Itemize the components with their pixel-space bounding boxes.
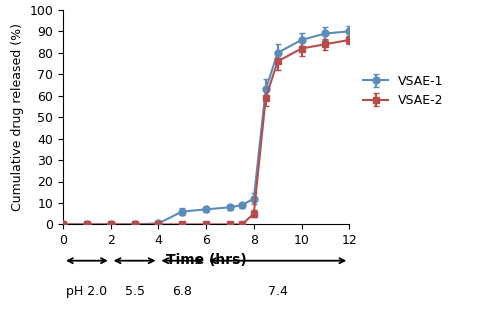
Y-axis label: Cumulative drug released (%): Cumulative drug released (%) [11,23,24,211]
Text: 5.5: 5.5 [124,285,144,298]
X-axis label: Time (hrs): Time (hrs) [166,253,246,267]
Text: pH 2.0: pH 2.0 [66,285,107,298]
Text: 7.4: 7.4 [267,285,287,298]
Legend: VSAE-1, VSAE-2: VSAE-1, VSAE-2 [358,70,448,112]
Text: 6.8: 6.8 [172,285,192,298]
